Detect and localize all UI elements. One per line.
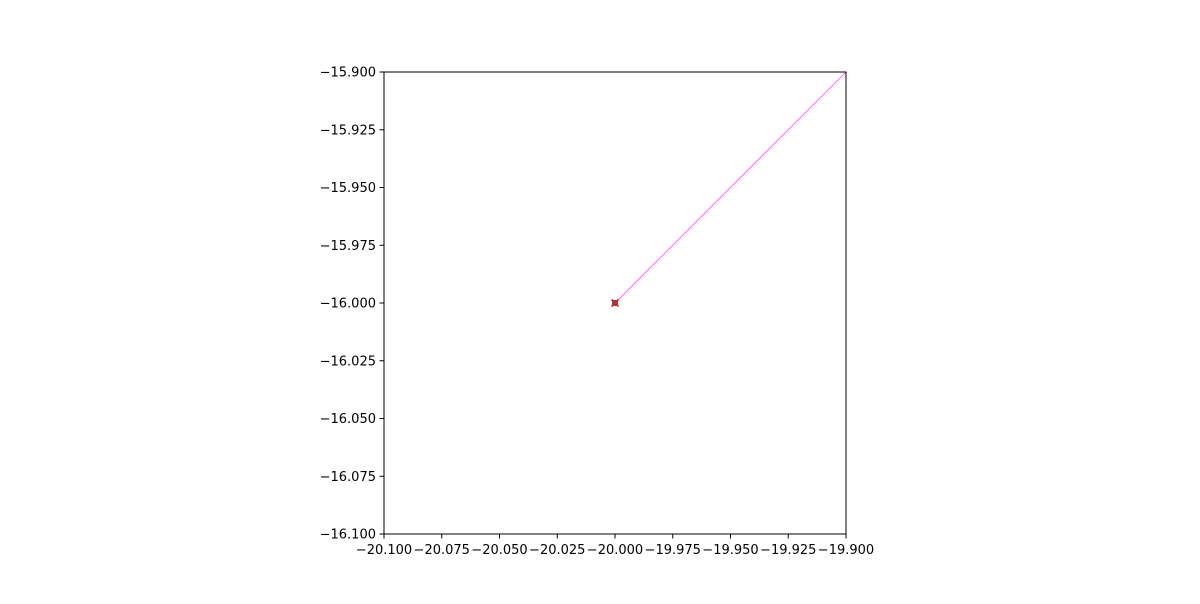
y-tick-label: −15.900 [320, 66, 376, 81]
y-tick-label: −15.950 [320, 181, 376, 196]
plot-marks [610, 71, 847, 308]
y-axis: −15.900 −15.925 −15.950 −15.975 −16.000 −16.0… [320, 66, 384, 543]
y-tick-label: −16.075 [320, 470, 376, 485]
x-tick-label: −19.900 [818, 543, 874, 558]
y-tick-label: −16.050 [320, 412, 376, 427]
y-tick-label: −15.925 [320, 123, 376, 138]
x-tick-label: −19.925 [760, 543, 816, 558]
y-tick-label: −16.025 [320, 354, 376, 369]
data-point-x-2-0 [610, 298, 620, 308]
x-tick-label: −20.100 [356, 543, 412, 558]
series-line-0 [614, 71, 847, 304]
data-point-x-stroke-b [610, 298, 620, 308]
x-tick-label: −19.975 [645, 543, 701, 558]
x-tick-label: −20.000 [587, 543, 643, 558]
x-tick-label: −20.050 [471, 543, 527, 558]
x-axis: −20.100 −20.075 −20.050 −20.025 −20.000 −19.9… [356, 534, 874, 558]
x-tick-label: −20.025 [529, 543, 585, 558]
y-tick-label: −16.100 [320, 528, 376, 543]
x-tick-label: −19.950 [702, 543, 758, 558]
y-tick-label: −15.975 [320, 239, 376, 254]
y-tick-label: −16.000 [320, 297, 376, 312]
x-tick-label: −20.075 [414, 543, 470, 558]
